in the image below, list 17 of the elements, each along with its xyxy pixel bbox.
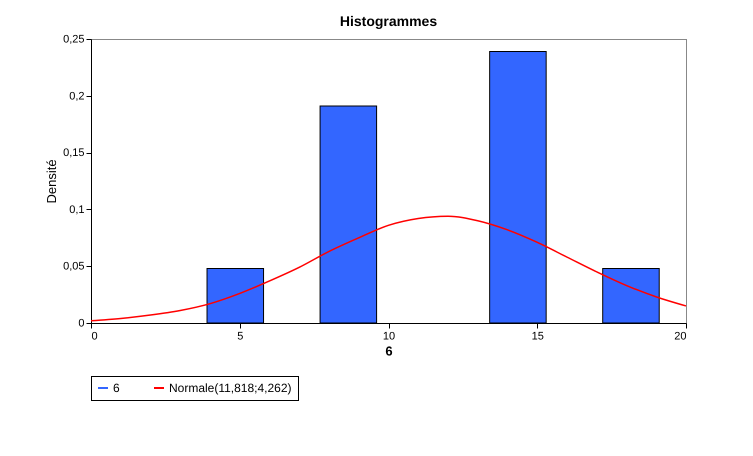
legend-label: 6 xyxy=(113,381,120,395)
y-tick-label: 0 xyxy=(78,318,84,330)
x-tick-label: 5 xyxy=(237,330,244,342)
line-series xyxy=(90,215,687,322)
y-axis-title: Densité xyxy=(44,159,60,204)
y-tick-label: 0,2 xyxy=(69,90,84,102)
y-tick-label: 0,05 xyxy=(63,260,84,273)
x-tick-label: 10 xyxy=(382,330,396,342)
x-tick-label: 0 xyxy=(92,330,98,342)
y-tick-label: 0,25 xyxy=(63,34,84,46)
y-tick-label: 0,15 xyxy=(63,147,84,160)
x-tick-label: 15 xyxy=(532,330,544,342)
chart-title: Histogrammes xyxy=(340,13,438,29)
y-tick-label: 0,1 xyxy=(69,204,84,216)
x-axis-title: 6 xyxy=(385,344,393,358)
legend-label: Normale(11,818;4,262) xyxy=(169,381,292,395)
x-tick-label: 20 xyxy=(674,330,686,342)
